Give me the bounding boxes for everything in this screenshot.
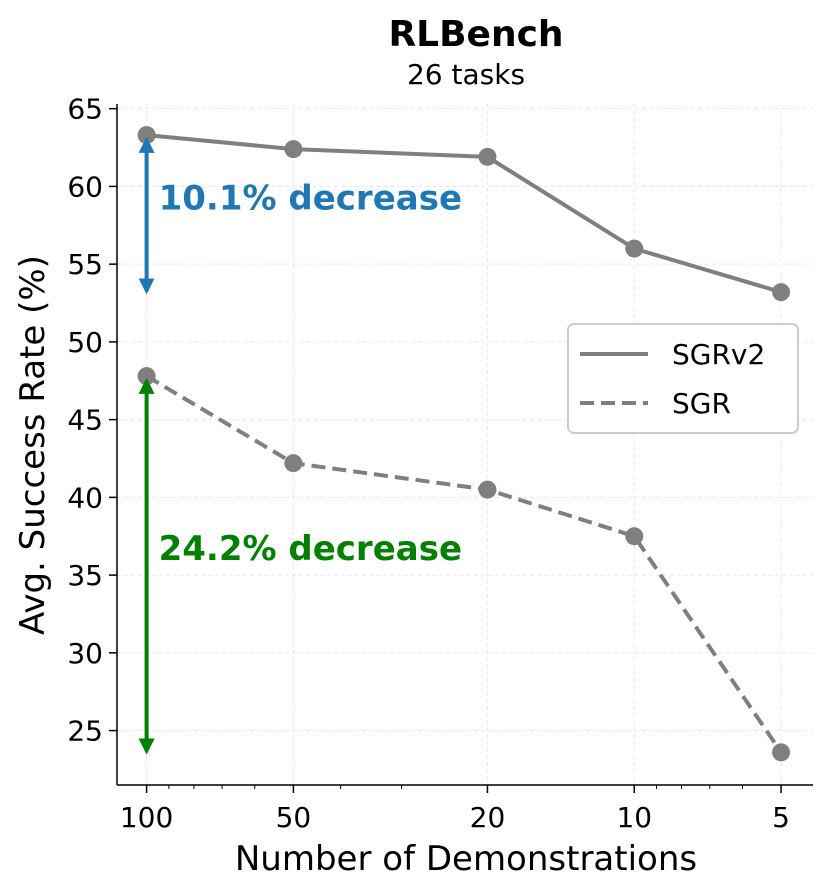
- y-tick-label: 30: [67, 637, 103, 670]
- axes: 25 30 35 40 45 50 55 60 65 100 50 20 10 5: [67, 93, 813, 834]
- data-point-sgr: [625, 527, 644, 546]
- y-tick-label: 55: [67, 248, 103, 281]
- x-tick-label: 10: [616, 801, 652, 834]
- data-point-sgrv2: [772, 283, 791, 302]
- legend-label-sgrv2: SGRv2: [672, 338, 765, 371]
- annotation-label: 24.2% decrease: [159, 529, 462, 569]
- legend-box: [567, 323, 799, 434]
- legend-label-sgr: SGR: [672, 387, 731, 420]
- data-point-sgrv2: [625, 239, 644, 258]
- x-tick-label: 5: [772, 801, 790, 834]
- y-tick-label: 60: [67, 170, 103, 203]
- data-point-sgrv2: [478, 147, 497, 166]
- annotation-layer: 10.1% decrease 24.2% decrease: [138, 136, 462, 755]
- y-tick-label: 50: [67, 326, 103, 359]
- x-tick-label: 100: [120, 801, 173, 834]
- y-tick-label: 45: [67, 404, 103, 437]
- legend: SGRv2 SGR: [567, 323, 799, 434]
- x-tick-label: 50: [276, 801, 312, 834]
- x-axis-label: Number of Demonstrations: [235, 839, 697, 879]
- data-point-sgrv2: [284, 140, 303, 159]
- annotation-label: 10.1% decrease: [159, 179, 462, 219]
- series-layer: [137, 126, 791, 762]
- y-tick-label: 65: [67, 93, 103, 126]
- y-tick-label: 25: [67, 715, 103, 748]
- y-tick-label: 40: [67, 481, 103, 514]
- y-axis-label: Avg. Success Rate (%): [13, 255, 53, 635]
- chart-title: RLBench: [388, 14, 563, 55]
- x-tick-label: 20: [470, 801, 506, 834]
- data-point-sgr: [478, 480, 497, 499]
- chart-subtitle: 26 tasks: [407, 58, 525, 91]
- data-point-sgr: [772, 743, 791, 762]
- data-point-sgr: [284, 454, 303, 473]
- y-tick-label: 35: [67, 559, 103, 592]
